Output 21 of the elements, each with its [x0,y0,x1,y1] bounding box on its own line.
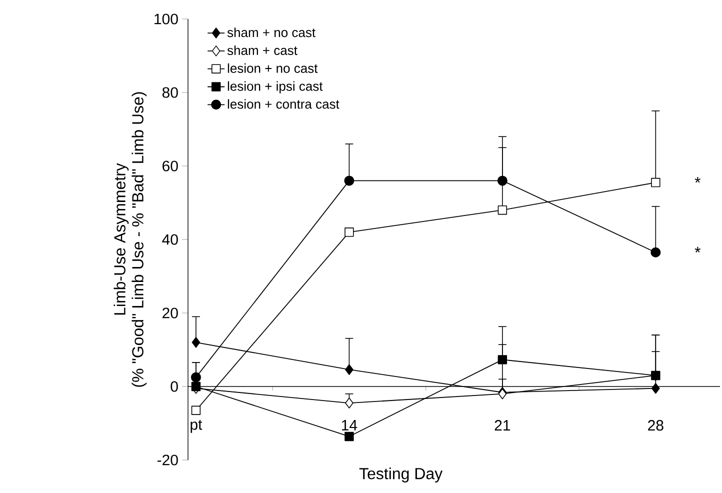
text: (% "Good" Limb Use - % "Bad" Limb Use) [132,92,147,387]
x-tick-label: 21 [494,420,510,430]
y-tick-label: 80 [162,87,178,98]
y-tick-label: 60 [162,160,178,172]
x-tick-label: 28 [648,420,664,431]
legend-label: lesion + contra cast [228,99,340,109]
text: Limb-Use Asymmetry [114,163,129,315]
legend-label: sham + no cast [227,28,316,38]
annotation: * [694,246,701,252]
legend-label: sham + cast [227,45,298,56]
y-tick-label: 0 [170,381,178,392]
legend-label: lesion + no cast [228,63,318,73]
y-tick-label: -20 [157,454,178,466]
x-tick-label: 14 [342,420,358,430]
legend-label: lesion + ipsi cast [228,81,323,94]
x-tick-label: pt [190,420,202,433]
y-tick-label: 40 [162,234,178,245]
x-axis-title: Testing Day [359,468,443,482]
annotation: * [694,177,701,183]
y-tick-label: 20 [162,308,178,318]
y-tick-label: 100 [154,14,178,24]
